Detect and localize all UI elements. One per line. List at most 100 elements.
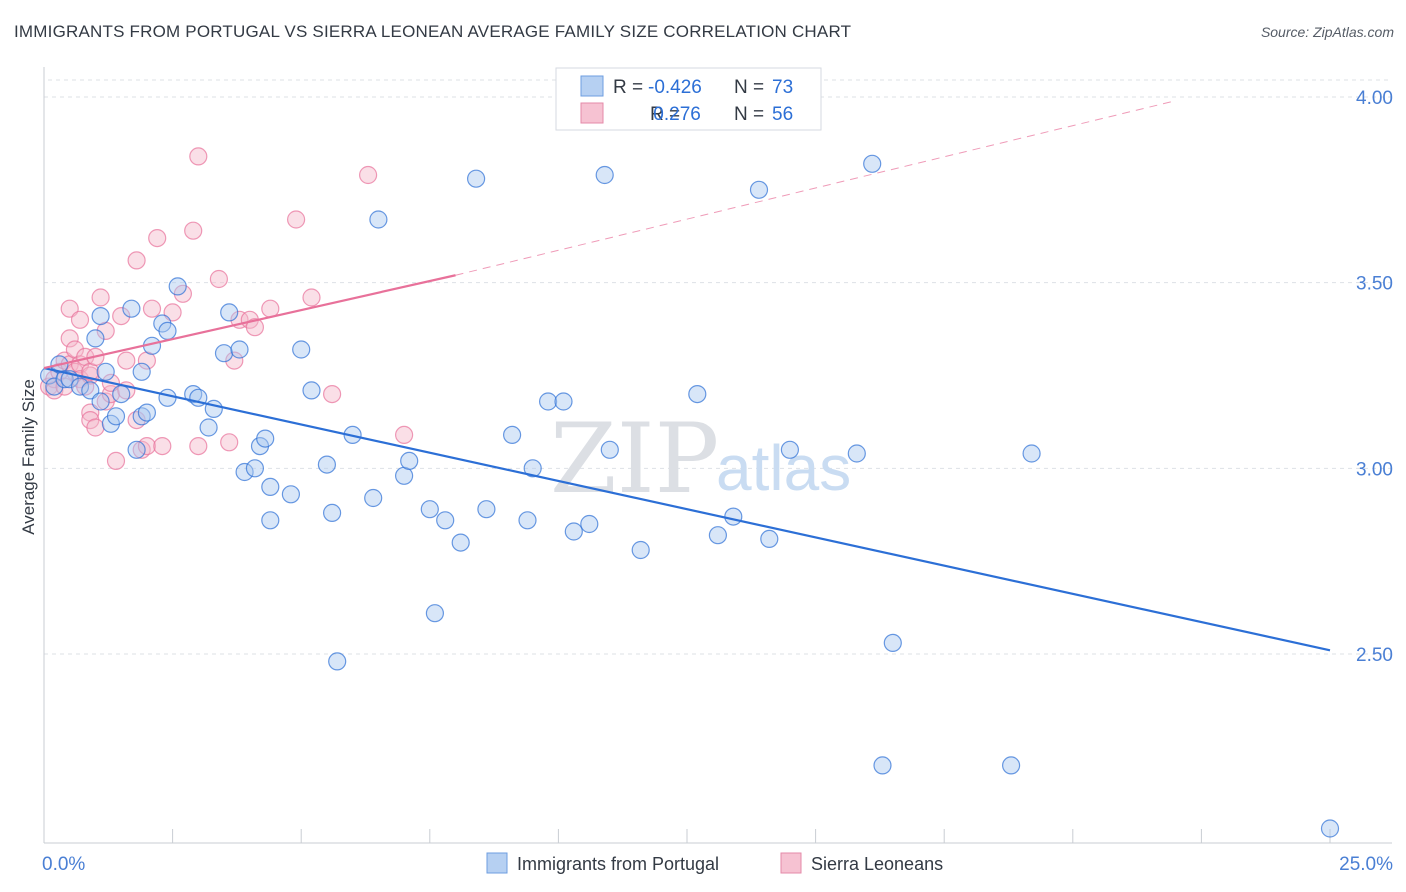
legend-n-label: N =: [734, 104, 764, 125]
data-point-portugal: [1001, 756, 1021, 775]
data-point-portugal: [724, 507, 743, 526]
data-point-portugal: [436, 511, 455, 530]
data-point-portugal: [256, 429, 275, 448]
data-point-portugal: [261, 511, 280, 530]
legend-r-value: 0.276: [648, 104, 701, 125]
data-point-sierra-leonean: [86, 418, 105, 437]
trendline-sierra-leoneans: [43, 274, 456, 370]
svg-text:R = -0.426 N =: R = -0.426 N = 73: [613, 77, 793, 98]
data-point-portugal: [317, 455, 336, 474]
data-point-portugal: [281, 485, 300, 504]
trendline-extension-sierra-leoneans: [455, 100, 1176, 276]
data-point-portugal: [127, 440, 146, 459]
x-tick-label: 25.0%: [1339, 854, 1393, 875]
series-portugal-points: [39, 106, 1340, 838]
watermark-atlas: atlas: [716, 432, 851, 504]
legend-swatch-sierra-leoneans: [780, 852, 802, 874]
data-point-portugal: [523, 459, 542, 478]
data-point-portugal: [55, 370, 74, 389]
data-point-portugal: [564, 522, 583, 541]
data-point-portugal: [1022, 444, 1041, 463]
series-sierra-leoneans-points: [39, 147, 414, 470]
data-point-sierra-leonean: [209, 269, 228, 289]
data-point-portugal: [245, 459, 264, 478]
data-point-portugal: [760, 529, 779, 549]
data-point-portugal: [91, 392, 110, 411]
legend-n-value: 73: [772, 77, 793, 98]
data-point-portugal: [302, 381, 321, 400]
data-point-portugal: [873, 756, 892, 775]
data-point-portugal: [112, 385, 131, 404]
data-point-portugal: [158, 388, 177, 407]
data-point-portugal: [863, 154, 882, 173]
y-tick-label: 4.00: [1356, 88, 1393, 109]
axes: [43, 67, 1392, 844]
data-point-portugal: [230, 340, 249, 359]
data-point-portugal: [425, 604, 444, 623]
legend-swatch-sierra-leoneans: [580, 102, 604, 124]
data-point-sierra-leonean: [70, 310, 90, 329]
data-point-sierra-leonean: [225, 351, 244, 370]
data-point-sierra-leonean: [106, 451, 126, 470]
series-legend: Immigrants from Portugal Sierra Leoneans: [486, 852, 943, 874]
data-point-portugal: [400, 451, 419, 470]
data-point-portugal: [86, 329, 105, 348]
data-point-portugal: [220, 303, 239, 322]
data-point-portugal: [420, 500, 439, 519]
data-point-portugal: [158, 321, 177, 340]
legend-swatch-portugal: [486, 852, 508, 874]
data-point-portugal: [70, 377, 90, 396]
data-point-portugal: [214, 344, 234, 363]
legend-r-label: R =: [613, 77, 643, 98]
data-point-sierra-leonean: [189, 437, 208, 456]
data-point-sierra-leonean: [359, 165, 378, 185]
data-point-sierra-leonean: [395, 425, 414, 444]
data-point-portugal: [708, 526, 728, 545]
data-point-sierra-leonean: [117, 351, 136, 370]
legend-r-label: R =: [650, 104, 680, 125]
data-point-sierra-leonean: [91, 288, 110, 307]
trendlines: [43, 100, 1331, 652]
data-point-sierra-leonean: [287, 210, 306, 229]
data-point-portugal: [554, 392, 573, 411]
data-point-portugal: [1320, 819, 1340, 838]
data-point-sierra-leonean: [245, 318, 264, 337]
legend-label-sierra-leoneans: Sierra Leoneans: [811, 854, 943, 874]
legend-swatch-portugal: [580, 75, 604, 97]
gridlines: [44, 79, 1392, 655]
data-point-portugal: [106, 407, 126, 426]
data-point-sierra-leonean: [302, 288, 321, 307]
data-point-portugal: [749, 180, 769, 199]
data-point-sierra-leonean: [112, 307, 131, 326]
data-point-portugal: [600, 440, 619, 459]
data-point-portugal: [199, 418, 218, 437]
data-point-portugal: [538, 392, 558, 411]
data-point-portugal: [96, 362, 115, 381]
data-point-portugal: [451, 533, 470, 552]
x-tick-label: 0.0%: [42, 854, 85, 875]
data-point-sierra-leonean: [153, 437, 172, 456]
data-point-sierra-leonean: [163, 303, 182, 322]
data-point-sierra-leonean: [127, 251, 146, 270]
legend-n-label: N =: [734, 77, 764, 98]
stats-legend: R = -0.426 N = 73 R = 0.276 N = 56: [555, 67, 822, 131]
y-tick-label: 2.50: [1356, 645, 1393, 666]
data-point-portugal: [132, 362, 151, 381]
data-point-portugal: [780, 440, 800, 459]
legend-r-value: -0.426: [648, 77, 702, 98]
data-point-sierra-leonean: [137, 437, 156, 456]
data-point-portugal: [369, 210, 388, 229]
data-point-sierra-leonean: [148, 229, 167, 248]
data-point-portugal: [261, 477, 280, 496]
data-point-sierra-leonean: [184, 221, 203, 240]
watermark: ZIP atlas: [550, 403, 851, 515]
data-point-portugal: [137, 403, 156, 422]
y-axis-label: Average Family Size: [19, 379, 38, 535]
data-point-portugal: [467, 169, 486, 188]
data-point-sierra-leonean: [60, 329, 79, 348]
watermark-zip: ZIP: [550, 403, 719, 515]
legend-label-portugal: Immigrants from Portugal: [517, 854, 719, 874]
data-point-portugal: [235, 462, 254, 482]
data-point-portugal: [122, 299, 141, 318]
